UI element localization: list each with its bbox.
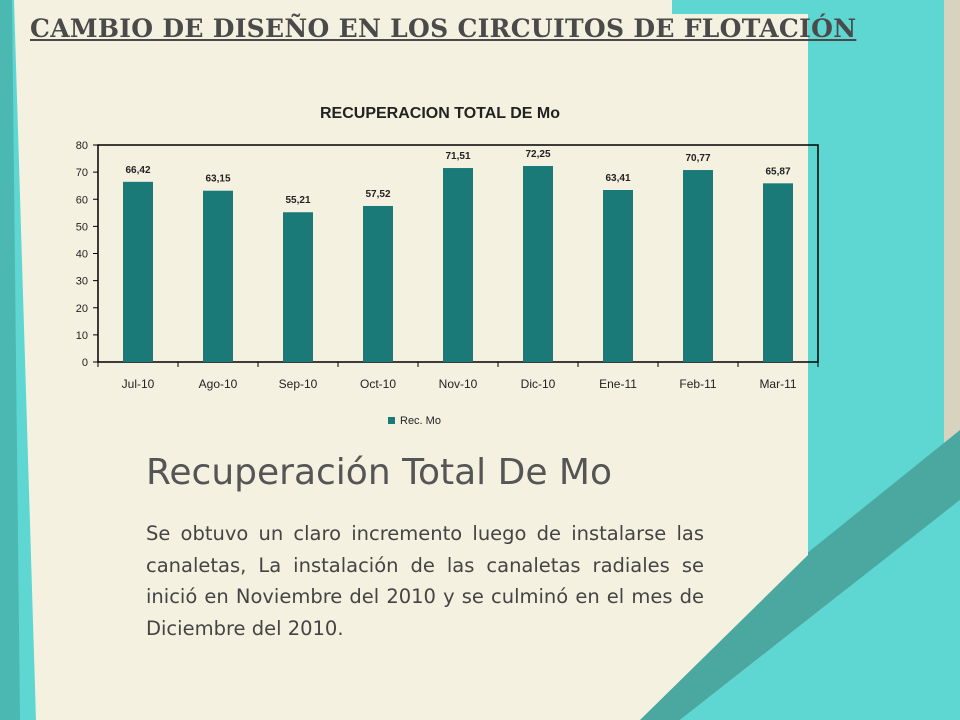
left-teal-shadow: [0, 0, 20, 720]
bar-value-label: 72,25: [525, 149, 550, 160]
bar: [763, 183, 793, 362]
x-tick-label: Feb-11: [679, 377, 716, 391]
bar: [203, 190, 233, 362]
chart-title: RECUPERACION TOTAL DE Mo: [320, 105, 560, 122]
bar-value-label: 66,42: [125, 165, 150, 176]
bar: [283, 212, 313, 362]
bar: [123, 181, 153, 362]
x-tick-label: Sep-10: [279, 377, 318, 391]
y-tick-label: 80: [76, 140, 88, 152]
y-tick-label: 0: [82, 357, 88, 369]
bottom-right-diagonal-light: [680, 500, 960, 720]
y-tick-label: 40: [76, 249, 88, 261]
bar: [603, 190, 633, 362]
bar-value-label: 55,21: [285, 195, 310, 206]
bar-value-label: 70,77: [685, 153, 710, 164]
x-tick-label: Ago-10: [199, 377, 238, 391]
y-tick-label: 10: [76, 330, 88, 342]
x-tick-label: Oct-10: [360, 377, 396, 391]
y-tick-label: 50: [76, 221, 88, 233]
bar-value-label: 71,51: [445, 151, 470, 162]
legend-label: Rec. Mo: [400, 415, 441, 427]
bar-value-label: 63,15: [205, 174, 230, 185]
x-tick-label: Jul-10: [122, 377, 155, 391]
y-tick-label: 60: [76, 194, 88, 206]
bar: [523, 166, 553, 362]
bar: [443, 168, 473, 362]
bar: [683, 170, 713, 362]
bar-chart: RECUPERACION TOTAL DE Mo 0 10 20 30 40 50 60 70…: [76, 105, 819, 427]
slide-heading: CAMBIO DE DISEÑO EN LOS CIRCUITOS DE FLO…: [30, 14, 857, 43]
y-tick-label: 70: [76, 167, 88, 179]
y-tick-label: 20: [76, 303, 88, 315]
bar-value-label: 65,87: [765, 166, 790, 177]
bar: [363, 205, 393, 362]
slide-body-text: Se obtuvo un claro incremento luego de i…: [146, 522, 704, 640]
legend-swatch: [388, 417, 395, 424]
x-tick-label: Mar-11: [759, 377, 796, 391]
x-tick-label: Ene-11: [599, 377, 637, 391]
slide-subtitle: Recuperación Total De Mo: [146, 452, 613, 493]
x-tick-label: Nov-10: [439, 377, 478, 391]
content-panel: [14, 0, 808, 720]
x-tick-label: Dic-10: [521, 377, 556, 391]
y-tick-label: 30: [76, 276, 88, 288]
bar-value-label: 57,52: [365, 189, 390, 200]
bar-value-label: 63,41: [605, 173, 630, 184]
